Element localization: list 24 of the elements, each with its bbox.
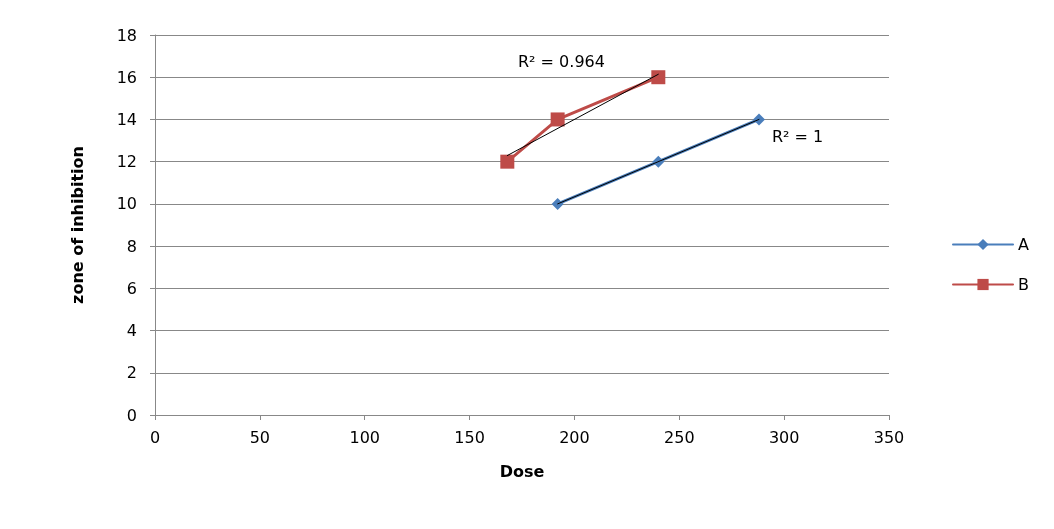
annotation: R² = 0.964	[518, 51, 605, 71]
x-tick-label: 200	[559, 427, 590, 447]
y-tick-label: 4	[126, 321, 137, 341]
y-tick-label: 16	[116, 67, 137, 87]
y-tick-label: 6	[126, 278, 137, 298]
legend-label: A	[1018, 235, 1030, 254]
y-tick-label: 18	[116, 25, 137, 45]
y-tick-label: 2	[126, 363, 137, 383]
x-tick-label: 350	[873, 427, 905, 447]
legend-label: B	[1018, 275, 1030, 294]
y-tick-label: 12	[116, 152, 137, 172]
x-tick-label: 150	[454, 427, 485, 447]
y-tick-label: 14	[116, 109, 137, 129]
x-tick-label: 100	[349, 427, 380, 447]
y-tick-label: 8	[126, 236, 137, 256]
x-tick-label: 250	[664, 427, 695, 447]
x-tick-label: 0	[149, 427, 161, 447]
y-tick-label: 0	[126, 405, 137, 425]
y-axis-title: zone of inhibition	[67, 146, 87, 304]
x-axis-title: Dose	[499, 461, 545, 481]
annotation: R² = 1	[772, 126, 824, 146]
y-tick-label: 10	[116, 194, 137, 214]
x-tick-label: 300	[768, 427, 800, 447]
x-tick-label: 50	[249, 427, 271, 447]
